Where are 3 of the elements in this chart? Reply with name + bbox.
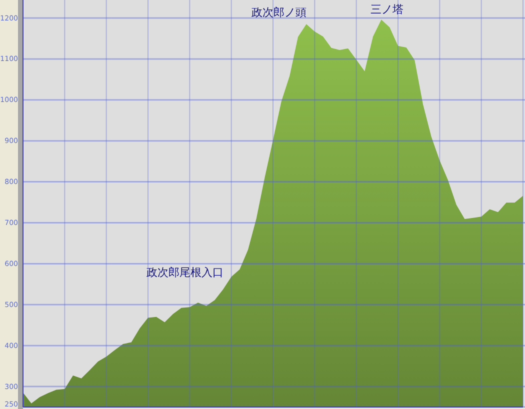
annotation: 政次郎尾根入口 [146,266,224,280]
annotation: 政次郎ノ頭 [251,6,306,20]
annotation: 三ノ塔 [370,3,404,16]
